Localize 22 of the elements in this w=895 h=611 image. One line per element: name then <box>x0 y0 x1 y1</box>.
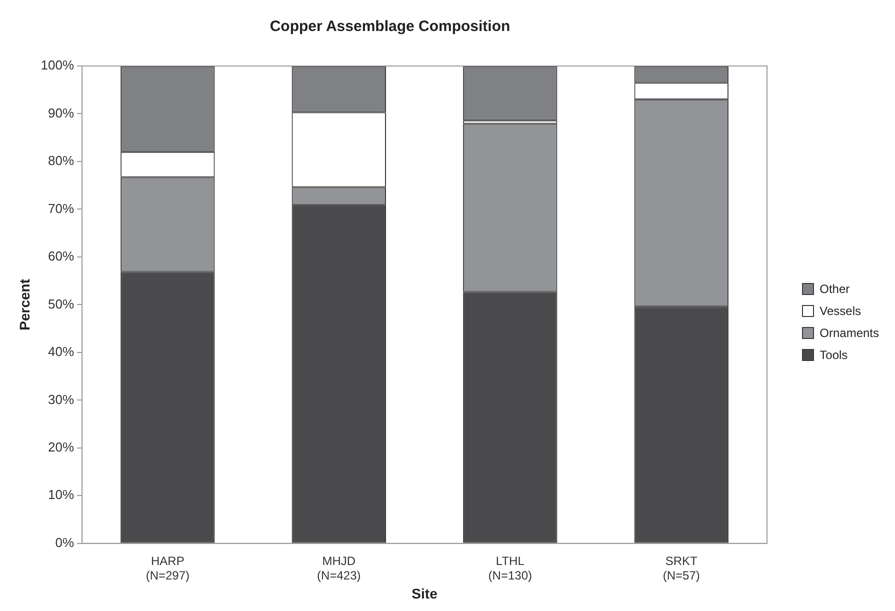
y-tick-label: 100% <box>40 58 74 73</box>
y-tick-label: 50% <box>48 296 74 312</box>
legend-label: Other <box>820 282 850 296</box>
x-tick-label: MHJD (N=423) <box>317 554 361 582</box>
y-tick-label: 80% <box>48 153 74 168</box>
x-tick-label: HARP (N=297) <box>146 554 190 582</box>
y-tick-label: 30% <box>48 392 74 407</box>
y-tick-label: 70% <box>48 200 74 216</box>
x-axis-title: Site <box>412 585 438 602</box>
y-tick-label: 60% <box>48 248 74 264</box>
y-tick-label: 0% <box>55 534 74 550</box>
y-tick-label: 10% <box>48 487 74 502</box>
y-tick-label: 90% <box>48 105 74 120</box>
legend-label: Ornaments <box>820 326 879 340</box>
x-tick-label: LTHL (N=130) <box>488 554 532 582</box>
y-tick-label: 20% <box>48 440 74 454</box>
legend-label: Tools <box>820 348 848 362</box>
x-tick-label: SRKT (N=57) <box>662 554 700 582</box>
chart-title: Copper Assemblage Composition <box>270 18 510 36</box>
text: Vessels <box>820 304 861 318</box>
y-tick-label: 40% <box>48 344 74 360</box>
y-axis-title: Percent <box>16 278 32 330</box>
